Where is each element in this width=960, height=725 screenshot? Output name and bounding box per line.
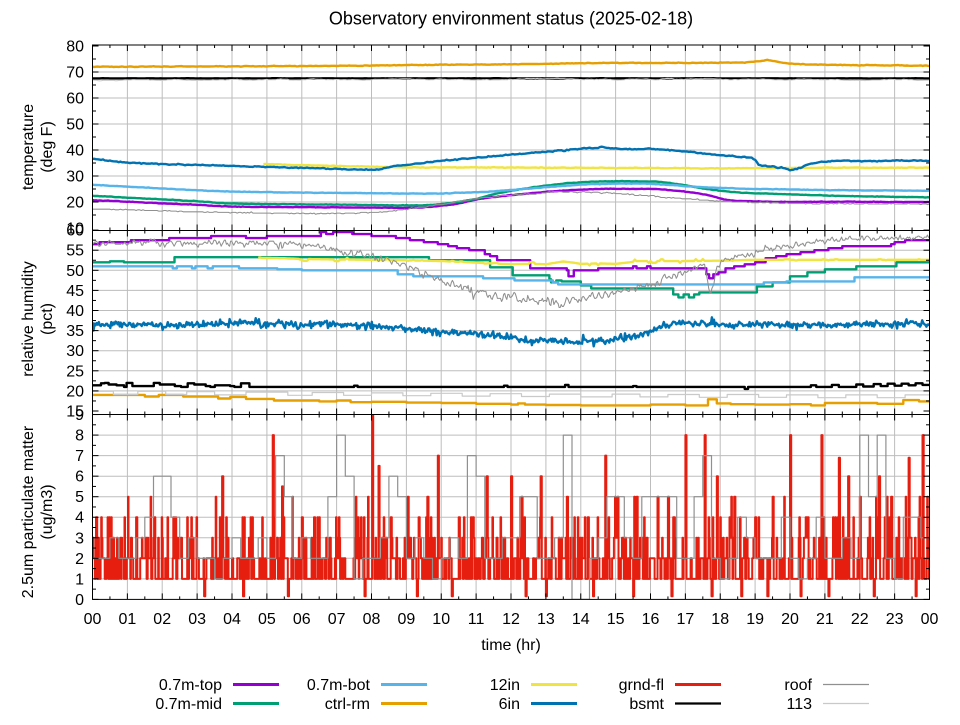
svg-text:04: 04 [223, 611, 241, 628]
svg-text:60: 60 [66, 223, 84, 240]
svg-text:time (hr): time (hr) [481, 637, 541, 654]
svg-text:50: 50 [66, 263, 84, 280]
svg-text:grnd-fl: grnd-fl [619, 677, 664, 694]
svg-text:9: 9 [75, 407, 84, 424]
svg-text:6: 6 [75, 469, 84, 486]
svg-text:12: 12 [502, 611, 520, 628]
svg-text:0.7m-bot: 0.7m-bot [307, 677, 371, 694]
svg-text:ctrl-rm: ctrl-rm [325, 696, 370, 713]
svg-text:temperature: temperature [20, 104, 37, 190]
svg-text:13: 13 [537, 611, 555, 628]
svg-text:11: 11 [468, 611, 485, 628]
svg-text:30: 30 [66, 169, 84, 186]
svg-text:40: 40 [66, 143, 84, 160]
svg-text:20: 20 [66, 383, 84, 400]
svg-text:15: 15 [607, 611, 625, 628]
svg-text:10: 10 [66, 221, 84, 238]
svg-text:14: 14 [572, 611, 590, 628]
svg-text:22: 22 [851, 611, 869, 628]
svg-text:21: 21 [816, 611, 834, 628]
svg-text:07: 07 [328, 611, 346, 628]
svg-text:19: 19 [746, 611, 764, 628]
svg-text:20: 20 [66, 195, 84, 212]
svg-text:113: 113 [786, 696, 812, 713]
svg-text:(deg F): (deg F) [39, 121, 56, 173]
svg-text:80: 80 [66, 39, 84, 56]
svg-text:0: 0 [75, 592, 84, 609]
svg-text:Observatory environment status: Observatory environment status (2025-02-… [329, 9, 693, 29]
svg-text:12in: 12in [490, 677, 520, 694]
svg-text:1: 1 [75, 571, 84, 588]
svg-text:40: 40 [66, 303, 84, 320]
svg-text:6in: 6in [499, 696, 520, 713]
svg-text:30: 30 [66, 343, 84, 360]
svg-text:70: 70 [66, 65, 84, 82]
svg-text:60: 60 [66, 91, 84, 108]
svg-text:08: 08 [363, 611, 381, 628]
svg-text:02: 02 [153, 611, 171, 628]
svg-text:06: 06 [293, 611, 311, 628]
svg-text:10: 10 [432, 611, 450, 628]
svg-text:50: 50 [66, 117, 84, 134]
svg-text:4: 4 [75, 510, 84, 527]
svg-text:18: 18 [711, 611, 729, 628]
svg-text:5: 5 [75, 489, 84, 506]
svg-text:05: 05 [258, 611, 276, 628]
svg-text:01: 01 [119, 611, 137, 628]
svg-text:(ug/m3): (ug/m3) [39, 484, 56, 539]
svg-text:bsmt: bsmt [629, 696, 664, 713]
svg-text:09: 09 [398, 611, 416, 628]
svg-text:8: 8 [75, 428, 84, 445]
svg-text:relative humidity: relative humidity [20, 261, 37, 377]
svg-text:35: 35 [66, 323, 84, 340]
svg-text:roof: roof [784, 677, 812, 694]
svg-text:25: 25 [66, 363, 84, 380]
svg-text:20: 20 [781, 611, 799, 628]
svg-text:45: 45 [66, 283, 84, 300]
svg-text:3: 3 [75, 530, 84, 547]
svg-text:2: 2 [75, 551, 84, 568]
svg-text:7: 7 [75, 448, 84, 465]
svg-text:17: 17 [677, 611, 695, 628]
svg-text:(pct): (pct) [39, 303, 56, 335]
svg-text:16: 16 [642, 611, 660, 628]
svg-text:55: 55 [66, 243, 84, 260]
svg-text:0.7m-top: 0.7m-top [159, 677, 222, 694]
svg-text:00: 00 [921, 611, 939, 628]
svg-text:00: 00 [84, 611, 102, 628]
svg-text:15: 15 [66, 404, 84, 421]
svg-text:03: 03 [188, 611, 206, 628]
svg-text:2.5um particulate matter: 2.5um particulate matter [20, 425, 37, 598]
svg-text:0.7m-mid: 0.7m-mid [155, 696, 222, 713]
svg-text:23: 23 [886, 611, 904, 628]
